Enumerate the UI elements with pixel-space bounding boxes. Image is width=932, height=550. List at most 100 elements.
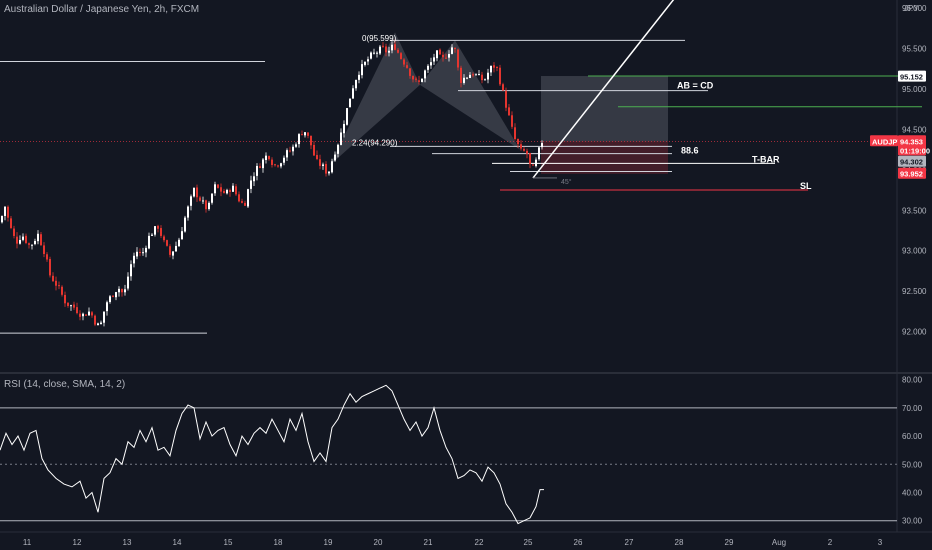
- price-tag-label: 93.952: [900, 170, 923, 179]
- x-tick-label: 19: [324, 538, 333, 547]
- candle-body: [127, 276, 129, 289]
- candle-body: [376, 52, 378, 54]
- candle-body: [136, 251, 138, 257]
- candle-body: [166, 240, 168, 246]
- price-tag: [870, 135, 898, 147]
- candle-body: [142, 252, 144, 254]
- x-tick-label: 14: [173, 538, 182, 547]
- candle-body: [460, 67, 462, 83]
- candle-body: [223, 191, 225, 194]
- pattern-bcd: [420, 40, 520, 150]
- candle-body: [76, 307, 78, 314]
- rsi-y-tick-label: 80.00: [902, 376, 923, 385]
- candle-body: [442, 54, 444, 58]
- candle-body: [262, 159, 264, 169]
- candle-body: [313, 144, 315, 156]
- x-tick-label: 22: [475, 538, 484, 547]
- candle-body: [232, 185, 234, 192]
- candle-body: [295, 144, 297, 147]
- x-tick-label: 11: [23, 538, 32, 547]
- candle-body: [478, 74, 480, 76]
- candle-body: [241, 201, 243, 203]
- candle-body: [421, 78, 423, 82]
- x-tick-label: 20: [374, 538, 383, 547]
- annotation-label: 88.6: [681, 145, 699, 155]
- candle-body: [37, 233, 39, 242]
- price-tag: [898, 155, 926, 167]
- candle-body: [508, 107, 510, 116]
- candle-body: [220, 187, 222, 192]
- candle-body: [7, 206, 9, 218]
- candle-body: [94, 315, 96, 325]
- rsi-y-tick-label: 70.00: [902, 404, 923, 413]
- price-tag-label: AUDJPY: [872, 137, 902, 146]
- candle-body: [58, 285, 60, 287]
- candle-body: [46, 254, 48, 260]
- price-tag-label: 94.353: [900, 137, 923, 146]
- candle-body: [169, 246, 171, 255]
- candle-body: [481, 74, 483, 81]
- candle-body: [229, 190, 231, 192]
- candle-body: [163, 236, 165, 241]
- candle-body: [307, 132, 309, 136]
- candle-body: [382, 45, 384, 47]
- x-tick-label: 26: [574, 538, 583, 547]
- candle-body: [316, 155, 318, 160]
- candle-body: [118, 288, 120, 293]
- candle-body: [25, 235, 27, 243]
- candle-body: [415, 78, 417, 80]
- candle-body: [196, 187, 198, 198]
- candle-body: [268, 156, 270, 160]
- profit-zone: [541, 76, 668, 142]
- candle-body: [145, 247, 147, 253]
- candle-body: [211, 193, 213, 203]
- candle-body: [394, 44, 396, 50]
- candle-body: [451, 47, 453, 54]
- candle-body: [10, 218, 12, 228]
- x-tick-label: 21: [424, 538, 433, 547]
- y-tick-label: 92.500: [902, 287, 927, 296]
- candle-body: [88, 311, 90, 316]
- candle-body: [40, 234, 42, 246]
- x-tick-label: 3: [878, 538, 883, 547]
- candle-body: [133, 255, 135, 264]
- candle-body: [28, 243, 30, 245]
- candle-body: [463, 77, 465, 83]
- price-tag-label: 94.302: [900, 158, 923, 167]
- candle-body: [70, 305, 72, 307]
- x-tick-label: 18: [274, 538, 283, 547]
- candle-body: [325, 163, 327, 174]
- price-tag: [898, 135, 926, 147]
- annotation-label: AB = CD: [677, 81, 714, 91]
- candle-body: [103, 311, 105, 323]
- x-tick-label: 25: [524, 538, 533, 547]
- candle-body: [181, 231, 183, 240]
- candle-body: [148, 235, 150, 249]
- candle-body: [121, 289, 123, 293]
- candle-body: [235, 186, 237, 195]
- candle-body: [55, 280, 57, 286]
- candle-body: [367, 59, 369, 62]
- candle-body: [217, 184, 219, 188]
- candle-body: [43, 245, 45, 254]
- candle-body: [529, 153, 531, 165]
- candle-body: [85, 314, 87, 316]
- candle-body: [472, 74, 474, 76]
- candle-body: [61, 286, 63, 295]
- candle-body: [154, 226, 156, 235]
- candle-body: [520, 144, 522, 149]
- candle-body: [187, 206, 189, 218]
- annotation-label: 45°: [561, 178, 572, 186]
- price-tag-label: 01:19:00: [900, 146, 930, 155]
- candle-body: [13, 228, 15, 236]
- candle-body: [334, 154, 336, 161]
- candle-body: [100, 322, 102, 325]
- candle-body: [466, 77, 468, 79]
- candle-body: [292, 146, 294, 152]
- candle-body: [4, 206, 6, 216]
- candle-body: [502, 84, 504, 91]
- candle-body: [124, 289, 126, 293]
- candle-body: [337, 144, 339, 154]
